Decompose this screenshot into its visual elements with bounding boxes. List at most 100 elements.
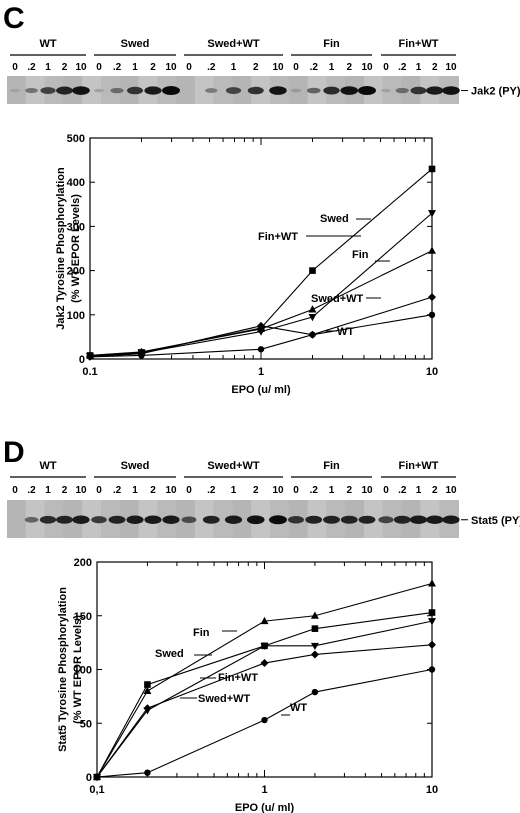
blot-membrane-texture bbox=[176, 76, 196, 104]
blot-band bbox=[323, 515, 340, 524]
panel-letter-c: C bbox=[3, 2, 25, 35]
blot-band bbox=[410, 86, 427, 95]
blot-lane-label: 1 bbox=[132, 485, 138, 496]
blot-band bbox=[162, 515, 180, 524]
blot-band bbox=[110, 87, 124, 94]
data-point-circle bbox=[261, 716, 268, 724]
blot-membrane-texture bbox=[382, 76, 403, 104]
blot-group-label-swed-plus-wt: Swed+WT bbox=[207, 460, 260, 472]
blot-group-label-swed: Swed bbox=[121, 38, 150, 50]
series-label-fin-plus-wt: Fin+WT bbox=[258, 231, 298, 243]
x-tick-label: 1 bbox=[261, 784, 267, 796]
data-point-square bbox=[144, 681, 151, 688]
y-tick-label: 200 bbox=[74, 557, 92, 569]
data-point-circle bbox=[144, 769, 151, 776]
blot-lane-label: .2 bbox=[113, 485, 122, 496]
series-label-wt: WT bbox=[290, 702, 307, 714]
series-label-swed: Swed bbox=[320, 213, 349, 225]
blot-lane-label: 2 bbox=[253, 485, 259, 496]
blot-lane-label: .2 bbox=[27, 485, 36, 496]
blot-membrane-texture bbox=[82, 76, 102, 104]
y-tick-label: 100 bbox=[67, 310, 85, 322]
data-point-circle bbox=[93, 773, 101, 781]
blot-band bbox=[108, 515, 126, 524]
blot-band bbox=[72, 86, 90, 95]
blot-lane-label: 0 bbox=[12, 62, 18, 73]
x-tick-label: 10 bbox=[426, 784, 438, 796]
blot-group-label-fin-plus-wt: Fin+WT bbox=[398, 460, 438, 472]
data-point-diamond bbox=[260, 659, 269, 668]
blot-lane-label: 10 bbox=[361, 485, 373, 496]
blot-band bbox=[409, 515, 428, 524]
series-swed-plus-wt: Swed+WT bbox=[93, 640, 436, 781]
blot-band bbox=[24, 516, 39, 523]
blot-band bbox=[224, 515, 243, 524]
blot-lane-label: .2 bbox=[310, 485, 319, 496]
data-point-triangle-down bbox=[308, 314, 317, 322]
blot-band bbox=[340, 515, 358, 524]
blot-lane-label: .2 bbox=[113, 62, 122, 73]
blot-lane-label: 10 bbox=[272, 62, 284, 73]
blot-lane-label: .2 bbox=[398, 62, 407, 73]
x-tick-label: 10 bbox=[426, 366, 438, 378]
blot-band bbox=[246, 515, 265, 525]
y-axis-title-line: (% WT EPOR Levels) bbox=[72, 615, 84, 724]
data-point-square bbox=[309, 267, 316, 274]
y-tick-label: 0 bbox=[79, 354, 85, 366]
series-line-fin bbox=[96, 582, 433, 778]
blot-band bbox=[358, 86, 376, 96]
blot-lane-label: 0 bbox=[186, 62, 192, 73]
data-point-diamond bbox=[143, 704, 152, 713]
data-point-circle bbox=[309, 331, 316, 338]
y-tick-label: 100 bbox=[74, 665, 92, 677]
y-tick-label: 300 bbox=[67, 221, 85, 233]
blot-lane-label: 1 bbox=[329, 62, 335, 73]
blot-band bbox=[290, 88, 302, 93]
data-point-circle bbox=[428, 311, 436, 318]
data-point-triangle-up bbox=[428, 579, 436, 587]
blot-lane-label: .2 bbox=[27, 62, 36, 73]
blot-lane-label: 2 bbox=[62, 485, 68, 496]
blot-band bbox=[323, 86, 340, 95]
y-tick-label: 500 bbox=[67, 133, 85, 145]
data-point-triangle-down bbox=[260, 642, 269, 651]
x-axis-title: EPO (u/ ml) bbox=[235, 802, 295, 813]
blot-band bbox=[56, 86, 73, 95]
blot-lane-label: 2 bbox=[346, 62, 352, 73]
data-point-triangle-down bbox=[428, 618, 436, 626]
blot-band bbox=[91, 516, 107, 524]
blot-band bbox=[426, 86, 444, 95]
data-point-diamond bbox=[257, 321, 265, 330]
data-point-circle bbox=[86, 353, 94, 360]
data-point-diamond bbox=[310, 650, 319, 659]
blot-band bbox=[202, 515, 220, 524]
blot-lane-label: 10 bbox=[165, 485, 177, 496]
data-point-triangle-down bbox=[310, 642, 319, 651]
data-point-circle bbox=[311, 688, 319, 696]
data-point-square bbox=[428, 165, 436, 173]
series-label-fin: Fin bbox=[193, 627, 210, 639]
chart-d: 0 50 100 150 200 0,1 1 10 EPO (u/ ml) Stat5 Tyros… bbox=[57, 557, 438, 813]
blot-lane-label: 1 bbox=[132, 62, 138, 73]
blot-band bbox=[358, 515, 376, 524]
data-point-circle bbox=[428, 666, 436, 673]
series-label-wt: WT bbox=[337, 326, 354, 338]
series-label-swed-plus-wt: Swed+WT bbox=[311, 293, 364, 305]
blot-band bbox=[395, 87, 409, 94]
blot-group-label-fin: Fin bbox=[323, 460, 340, 472]
blot-band bbox=[305, 515, 323, 524]
blot-band bbox=[39, 515, 57, 524]
blot-band bbox=[40, 87, 56, 95]
x-tick-label: 0.1 bbox=[82, 366, 97, 378]
blot-band bbox=[205, 88, 218, 93]
blot-band bbox=[269, 515, 287, 525]
blot-band bbox=[378, 516, 394, 524]
blot-band bbox=[393, 515, 411, 524]
blot-lane-label: .2 bbox=[310, 62, 319, 73]
data-point-triangle-up bbox=[143, 686, 152, 694]
blot-band bbox=[25, 88, 38, 94]
blot-lane-label: 2 bbox=[432, 485, 438, 496]
